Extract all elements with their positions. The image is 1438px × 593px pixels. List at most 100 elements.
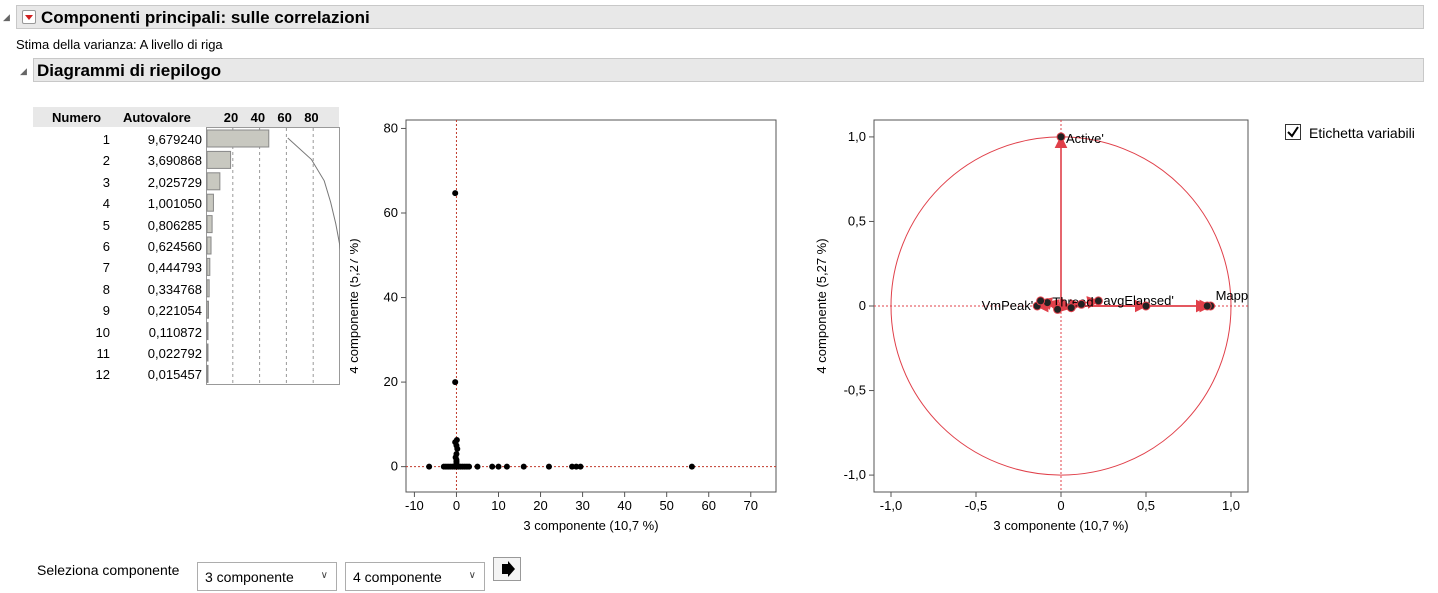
x-tick-label: -1,0 [880,498,902,513]
right-arrow-icon [502,561,515,577]
loading-point[interactable] [1076,299,1086,309]
loading-point[interactable] [1053,304,1063,314]
x-tick-label: 20 [533,498,547,513]
eigen-row-value: 0,110872 [148,324,202,340]
score-point[interactable] [573,463,580,470]
eigen-row-number: 3 [102,174,110,190]
score-point[interactable] [545,463,552,470]
y-axis-label: 4 componente (5,27 %) [814,238,829,373]
x-tick-label: 30 [575,498,589,513]
x-tick-label: -10 [405,498,424,513]
eigen-bar [206,343,209,362]
score-point[interactable] [569,463,576,470]
subsection-header-bar: Diagrammi di riepilogo [33,58,1424,82]
eigen-bar [206,300,209,319]
collapse-triangle-icon[interactable]: ◢ [3,12,10,22]
score-point[interactable] [495,463,502,470]
eigen-row-value: 1,001050 [147,196,202,212]
section-title: Diagrammi di riepilogo [37,61,222,80]
select-x-value: 3 componente [205,569,294,585]
x-axis-label: 3 componente (10,7 %) [993,518,1128,533]
loading-point[interactable] [1202,301,1212,311]
percent-tick-label: 40 [250,110,266,125]
eigen-row-number: 2 [102,153,110,169]
eigen-bar [206,172,221,191]
chevron-down-icon: ∨ [468,570,476,581]
loading-point[interactable] [1093,296,1103,306]
score-point[interactable] [453,450,460,457]
eigen-row-value: 0,624560 [147,239,202,254]
select-y-component[interactable]: 4 componente ∨ [345,562,485,591]
score-plot[interactable]: -10 0 10 20 30 40 50 60 70 0 20 40 60 80 3 componente … [350,108,800,548]
col-header-eigenvalue: Autovalore [123,110,191,125]
score-point[interactable] [452,379,459,386]
eigen-row-value: 0,015457 [147,367,202,383]
eigen-row-number: 12 [95,367,110,383]
chevron-down-icon: ∨ [320,570,328,581]
eigen-row-number: 6 [102,239,110,254]
loading-plot[interactable]: -1,0 -0,5 0 0,5 1,0 -1,0 -0,5 0 0,5 1,0 3 componen… [808,108,1268,548]
x-tick-label: 0 [453,498,460,513]
score-point[interactable] [474,463,481,470]
eigen-bar [206,364,209,383]
select-y-value: 4 componente [353,569,442,585]
loading-point[interactable] [1066,303,1076,313]
y-tick-label: -0,5 [844,383,866,398]
section-header-bar: Componenti principali: sulle correlazion… [16,5,1424,29]
col-header-number: Numero [52,110,102,125]
x-tick-label: 70 [744,498,758,513]
y-tick-label: 0 [391,459,398,474]
vector-label: avgElapsed' [1103,293,1173,308]
label-variables-checkbox[interactable] [1285,124,1301,140]
y-tick-label: 0 [859,298,866,313]
score-point[interactable] [577,463,584,470]
loading-point[interactable] [1141,301,1151,311]
select-x-component[interactable]: 3 componente ∨ [197,562,337,591]
score-point[interactable] [688,463,695,470]
eigen-table-header [33,107,339,127]
eigen-bar-chart [206,127,340,385]
bar-chart-frame [206,127,340,385]
score-point[interactable] [503,463,510,470]
x-tick-label: 1,0 [1222,498,1240,513]
eigen-row-value: 3,690868 [147,153,202,169]
x-tick-label: 0,5 [1137,498,1155,513]
eigen-row-number: 7 [102,260,110,276]
eigen-row-number: 5 [102,217,110,233]
eigen-bar [206,150,232,169]
y-tick-label: 60 [384,205,398,220]
score-point[interactable] [466,463,473,470]
eigen-row-value: 0,221054 [147,303,202,319]
y-tick-label: 80 [384,120,398,135]
select-component-label: Seleziona componente [37,562,180,578]
red-menu-icon[interactable] [22,10,36,24]
loading-point[interactable] [1036,296,1046,306]
collapse-triangle-icon[interactable]: ◢ [20,66,27,76]
eigen-bar [206,215,213,234]
percent-tick-label: 20 [223,110,239,125]
vector-label: Active' [1066,131,1104,146]
score-point[interactable] [452,190,459,197]
x-tick-label: 40 [617,498,631,513]
eigen-table: Numero Autovalore 20 40 60 80 1 9,679240 2 3,6… [33,107,340,387]
eigen-bar [206,257,211,276]
y-tick-label: 20 [384,374,398,389]
checkmark-icon [1287,126,1299,138]
eigen-row-value: 0,806285 [147,217,202,233]
eigen-bar [206,236,212,255]
go-arrow-button[interactable] [493,557,521,581]
score-point[interactable] [489,463,496,470]
x-tick-label: 60 [701,498,715,513]
score-point[interactable] [520,463,527,470]
percent-tick-label: 60 [277,110,292,125]
eigen-row-number: 4 [102,196,110,212]
eigen-row-number: 10 [95,324,110,340]
y-tick-label: 40 [384,290,398,305]
score-point[interactable] [426,463,433,470]
y-tick-label: -1,0 [844,467,866,482]
eigen-row-value: 0,022792 [147,346,202,361]
loading-point[interactable] [1056,132,1066,142]
eigen-row-value: 0,334768 [147,281,202,297]
score-point[interactable] [453,437,460,444]
y-axis-label: 4 componente (5,27 %) [350,238,361,373]
